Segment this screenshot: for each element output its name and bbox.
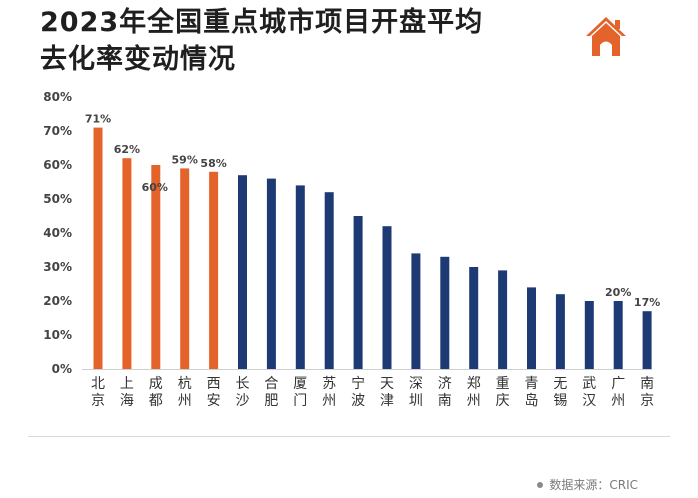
- x-tick-label: 京: [91, 393, 105, 409]
- bar-5: [209, 171, 219, 369]
- y-tick-label: 50%: [43, 192, 72, 206]
- x-tick-label: 广: [611, 376, 625, 392]
- divider: [28, 436, 670, 437]
- x-tick-label: 沙: [236, 393, 250, 409]
- source-text: 数据来源：CRIC: [549, 478, 638, 492]
- data-label: 62%: [114, 143, 140, 156]
- bar-11: [382, 226, 392, 369]
- bar-2: [122, 158, 132, 369]
- x-tick-label: 合: [264, 376, 278, 392]
- bar-12: [411, 253, 421, 369]
- bar-8: [295, 185, 305, 369]
- y-tick-label: 80%: [43, 90, 72, 104]
- x-tick-label: 岛: [525, 393, 539, 409]
- data-label: 17%: [634, 296, 660, 309]
- x-tick-label: 厦: [293, 376, 307, 392]
- x-tick-label: 肥: [264, 393, 278, 409]
- bar-9: [324, 192, 334, 369]
- y-tick-label: 40%: [43, 226, 72, 240]
- y-tick-label: 30%: [43, 260, 72, 274]
- x-tick-label: 州: [322, 393, 336, 409]
- x-tick-label: 锡: [553, 393, 567, 409]
- x-tick-label: 门: [293, 393, 307, 409]
- bar-17: [555, 294, 565, 369]
- x-tick-label: 波: [351, 393, 365, 409]
- x-tick-label: 汉: [582, 393, 596, 409]
- x-tick-label: 武: [582, 376, 596, 392]
- house-icon: [586, 17, 626, 56]
- bar-6: [238, 175, 247, 369]
- x-tick-label: 济: [438, 376, 452, 392]
- x-tick-label: 南: [438, 393, 452, 409]
- data-label: 59%: [172, 153, 198, 166]
- x-tick-label: 圳: [409, 393, 423, 409]
- bar-13: [440, 256, 450, 369]
- x-tick-label: 州: [611, 393, 625, 409]
- data-label: 58%: [200, 157, 226, 170]
- y-tick-label: 70%: [43, 124, 72, 138]
- y-tick-label: 10%: [43, 328, 72, 342]
- x-tick-label: 宁: [351, 375, 365, 392]
- x-tick-label: 天: [380, 376, 394, 392]
- x-tick-label: 海: [120, 393, 134, 409]
- bar-19: [613, 301, 623, 369]
- x-tick-label: 都: [149, 393, 163, 409]
- bar-3: [151, 165, 161, 369]
- y-tick-label: 20%: [43, 294, 72, 308]
- x-tick-label: 长: [236, 376, 250, 392]
- x-tick-label: 成: [149, 376, 163, 392]
- x-tick-label: 津: [380, 393, 394, 409]
- page-title: 2023年全国重点城市项目开盘平均 去化率变动情况: [40, 4, 483, 78]
- source-note: 数据来源：CRIC: [537, 476, 638, 493]
- title-line-2: 去化率变动情况: [40, 44, 236, 75]
- bar-10: [353, 216, 363, 369]
- x-tick-label: 安: [207, 393, 221, 409]
- x-tick-label: 青: [525, 376, 539, 392]
- x-tick-label: 庆: [496, 393, 510, 409]
- x-tick-label: 深: [409, 376, 423, 392]
- bar-16: [527, 287, 536, 369]
- x-tick-label: 杭: [178, 376, 192, 392]
- x-tick-label: 无: [553, 376, 567, 392]
- bar-18: [584, 301, 594, 369]
- x-tick-label: 州: [178, 393, 192, 409]
- bar-14: [469, 267, 479, 369]
- x-tick-label: 重: [496, 376, 510, 392]
- bar-20: [642, 311, 652, 369]
- data-label: 60%: [142, 181, 168, 194]
- x-tick-label: 上: [120, 376, 134, 392]
- bar-7: [266, 178, 276, 369]
- bar-15: [498, 270, 508, 369]
- bar-1: [93, 127, 103, 369]
- data-label: 71%: [85, 113, 111, 126]
- title-line-1: 2023年全国重点城市项目开盘平均: [40, 7, 484, 38]
- x-tick-label: 苏: [322, 376, 336, 392]
- x-tick-label: 州: [467, 393, 481, 409]
- bar-4: [180, 168, 190, 369]
- bullet-icon: [537, 481, 544, 488]
- x-tick-label: 南: [640, 376, 654, 392]
- bar-chart: 0%10%20%30%40%50%60%70%80%71%北京62%上海60%成…: [43, 90, 660, 409]
- x-tick-label: 北: [91, 376, 105, 392]
- x-tick-label: 郑: [467, 376, 481, 392]
- x-tick-label: 西: [207, 376, 221, 392]
- x-tick-label: 京: [640, 393, 654, 409]
- y-tick-label: 0%: [52, 362, 72, 376]
- data-label: 20%: [605, 286, 631, 299]
- y-tick-label: 60%: [43, 158, 72, 172]
